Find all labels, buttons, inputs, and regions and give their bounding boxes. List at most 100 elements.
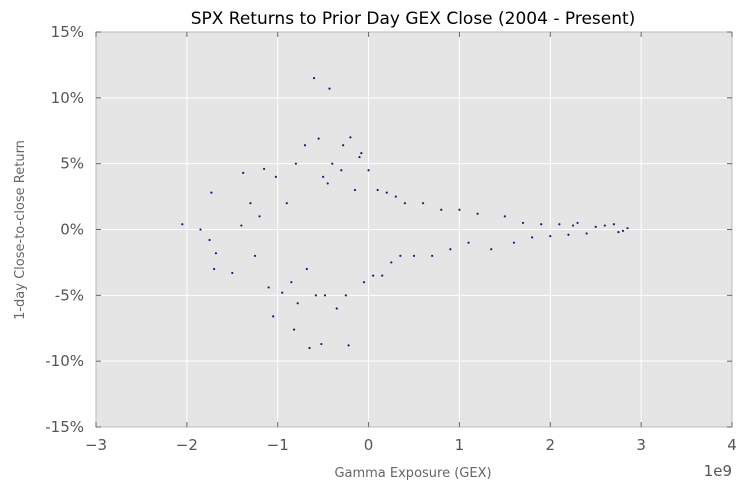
scatter-point — [385, 191, 388, 194]
scatter-point — [326, 182, 329, 185]
x-axis-label: Gamma Exposure (GEX) — [334, 466, 491, 481]
scatter-point — [323, 294, 327, 297]
y-tick-label: 0% — [60, 221, 84, 239]
scatter-point — [240, 224, 243, 227]
scatter-point — [412, 254, 416, 257]
scatter-point — [440, 208, 443, 211]
scatter-point — [285, 202, 288, 205]
scatter-point — [512, 241, 516, 244]
grid-lines — [96, 32, 732, 427]
x-tick-label: 3 — [636, 436, 646, 454]
x-tick-label: −2 — [176, 436, 198, 454]
scatter-point — [403, 202, 407, 205]
scatter-point — [394, 195, 397, 198]
scatter-point — [372, 274, 375, 277]
y-tick-label: -15% — [45, 418, 84, 436]
scatter-point — [331, 162, 334, 165]
scatter-point — [290, 281, 293, 284]
x-axis-ticks: −3 −2 −1 0 1 2 3 4 — [85, 32, 737, 454]
scatter-point — [303, 144, 307, 147]
y-tick-label: 10% — [51, 89, 84, 107]
scatter-point — [360, 152, 363, 155]
x-tick-label: 4 — [727, 436, 737, 454]
scatter-point — [274, 175, 277, 178]
scatter-point — [353, 188, 357, 192]
x-tick-label: −3 — [85, 436, 107, 454]
scatter-point — [362, 281, 366, 284]
scatter-point — [258, 215, 261, 218]
scatter-point — [281, 291, 284, 294]
scatter-point — [431, 254, 434, 257]
scatter-point — [585, 232, 588, 235]
scatter-point — [626, 227, 629, 230]
scatter-point — [342, 144, 345, 147]
scatter-point — [320, 342, 323, 346]
y-tick-label: 5% — [60, 155, 84, 173]
scatter-point — [314, 294, 317, 297]
chart-title: SPX Returns to Prior Day GEX Close (2004… — [191, 9, 636, 29]
scatter-point — [567, 233, 570, 236]
scatter-point — [181, 223, 184, 226]
scatter-point — [308, 346, 311, 350]
scatter-point — [594, 225, 597, 228]
y-tick-label: -5% — [55, 286, 84, 304]
scatter-point — [340, 169, 343, 172]
scatter-point — [458, 208, 461, 211]
x-tick-label: 1 — [455, 436, 465, 454]
y-axis-label: 1-day Close-to-close Return — [13, 140, 28, 320]
scatter-point — [571, 224, 575, 227]
x-tick-label: 2 — [546, 436, 556, 454]
scatter-point — [399, 254, 402, 257]
scatter-point — [421, 202, 425, 205]
scatter-point — [253, 254, 257, 257]
x-axis-offset-label: 1e9 — [704, 462, 732, 480]
scatter-point — [358, 155, 361, 159]
scatter-point — [381, 274, 384, 277]
scatter-point — [305, 267, 308, 271]
y-tick-label: -10% — [45, 352, 84, 370]
scatter-point — [199, 228, 202, 231]
scatter-point — [521, 221, 525, 225]
scatter-point — [467, 241, 470, 244]
scatter-point — [349, 136, 352, 139]
scatter-point — [612, 223, 615, 226]
scatter-point — [344, 294, 347, 297]
scatter-point — [272, 315, 275, 318]
scatter-point — [367, 169, 370, 172]
scatter-point — [317, 137, 320, 140]
scatter-point — [210, 191, 213, 194]
scatter-point — [231, 271, 234, 275]
scatter-point — [335, 307, 338, 310]
scatter-point — [490, 248, 493, 251]
scatter-point — [296, 302, 299, 305]
scatter-point — [621, 229, 625, 232]
y-tick-label: 15% — [51, 23, 84, 41]
scatter-point — [267, 286, 270, 289]
scatter-point — [213, 267, 216, 271]
scatter-point — [322, 175, 325, 178]
scatter-point — [449, 248, 452, 251]
scatter-point — [576, 221, 579, 225]
scatter-point — [476, 212, 479, 215]
scatter-point — [208, 238, 211, 242]
scatter-point — [603, 224, 606, 227]
scatter-point — [503, 215, 506, 218]
scatter-point — [617, 231, 620, 234]
scatter-point — [328, 87, 331, 90]
scatter-point — [540, 223, 543, 226]
scatter-point — [558, 223, 561, 226]
scatter-point — [549, 234, 552, 238]
scatter-point — [390, 261, 393, 264]
scatter-point — [242, 171, 245, 174]
data-points — [181, 76, 629, 350]
y-axis-ticks: -15% -10% -5% 0% 5% 10% 15% — [45, 23, 732, 436]
scatter-point — [249, 202, 252, 205]
x-tick-label: 0 — [364, 436, 374, 454]
scatter-point — [312, 76, 316, 80]
scatter-point — [294, 162, 297, 165]
x-tick-label: −1 — [267, 436, 289, 454]
scatter-point — [376, 188, 379, 192]
scatter-point — [262, 167, 266, 171]
scatter-point — [292, 328, 296, 331]
